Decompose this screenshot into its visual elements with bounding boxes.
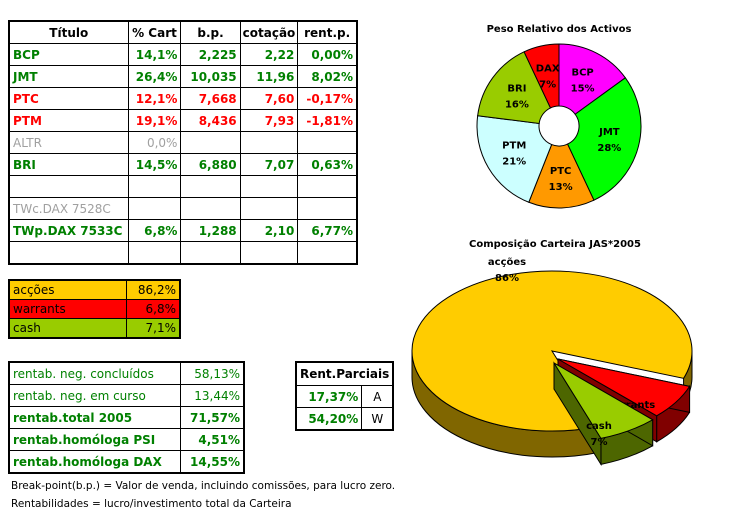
note-rentabilidades: Rentabilidades = lucro/investimento tota…	[11, 498, 292, 510]
partial-row: 17,37% A	[295, 385, 394, 408]
cell-titulo[interactable]: JMT	[8, 65, 129, 88]
returns-value[interactable]: 14,55%	[180, 450, 245, 474]
slice-category-label: BCP	[571, 68, 593, 79]
table-row: PTC 12,1% 7,668 7,60 -0,17%	[8, 87, 358, 110]
returns-row: rentab.homóloga DAX 14,55%	[8, 450, 245, 474]
doughnut-title: Peso Relativo dos Activos	[487, 24, 632, 35]
pie3d-slice-warrants	[557, 358, 691, 417]
allocation-value[interactable]: 7,1%	[126, 318, 181, 339]
slice-category-label: JMT	[598, 127, 620, 138]
cell-rent[interactable]: 0,00%	[297, 43, 358, 66]
allocation-value[interactable]: 86,2%	[126, 279, 181, 300]
doughnut-chart: BCP 15% JMT 28% PTC 13% PTM 21% BRI 16% DAX 7%	[476, 43, 642, 209]
slice-value-label: 21%	[502, 156, 526, 167]
slice-category-label: DAX	[536, 63, 560, 74]
returns-row: rentab. neg. concluídos 58,13%	[8, 361, 245, 385]
pie3d-title: Composição Carteira JAS*2005	[469, 239, 641, 250]
cell-cart[interactable]: 6,8%	[127, 219, 182, 242]
returns-row: rentab.total 2005 71,57%	[8, 406, 245, 429]
returns-label[interactable]: rentab. neg. em curso	[8, 384, 181, 407]
slice-value-label: 13%	[549, 182, 573, 193]
slice-value-label: 86%	[495, 273, 519, 284]
allocation-value[interactable]: 6,8%	[126, 299, 181, 319]
table-row: TWp.DAX 7533C 6,8% 1,288 2,10 6,77%	[8, 219, 358, 242]
slice-value-label: 28%	[597, 143, 621, 154]
slice-category-label: PTM	[502, 140, 526, 151]
returns-table: rentab. neg. concluídos 58,13% rentab. neg…	[8, 361, 245, 474]
allocation-row: warrants 6,8%	[8, 299, 181, 319]
cell-cotacao[interactable]: 7,07	[239, 153, 299, 176]
cell-rent[interactable]	[297, 241, 358, 265]
slice-value-label: 7%	[591, 437, 608, 448]
returns-label[interactable]: rentab. neg. concluídos	[8, 361, 181, 385]
partial-row: 54,20% W	[295, 407, 394, 431]
table-row	[8, 241, 358, 265]
table-row: BCP 14,1% 2,225 2,22 0,00%	[8, 43, 358, 66]
returns-value[interactable]: 4,51%	[180, 428, 245, 451]
cell-cotacao[interactable]: 11,96	[239, 65, 299, 88]
cell-bp[interactable]: 6,880	[180, 153, 241, 176]
slice-category-label: warrants	[605, 400, 655, 411]
cell-rent[interactable]: 8,02%	[297, 65, 358, 88]
table-row: JMT 26,4% 10,035 11,96 8,02%	[8, 65, 358, 88]
cell-cotacao[interactable]: 2,10	[239, 219, 299, 242]
note-breakpoint: Break-point(b.p.) = Valor de venda, incl…	[11, 480, 396, 492]
returns-label[interactable]: rentab.homóloga DAX	[8, 450, 181, 474]
pie3d-slice-cash	[553, 362, 654, 439]
returns-label[interactable]: rentab.total 2005	[8, 406, 181, 429]
allocation-row: cash 7,1%	[8, 318, 181, 339]
slice-category-label: cash	[586, 421, 612, 432]
pie3d-slice-acções	[411, 270, 693, 432]
partial-code[interactable]: A	[361, 385, 394, 408]
returns-row: rentab. neg. em curso 13,44%	[8, 384, 245, 407]
cell-bp[interactable]	[180, 241, 241, 265]
slice-category-label: PTC	[550, 166, 572, 177]
table-row: PTM 19,1% 8,436 7,93 -1,81%	[8, 109, 358, 132]
doughnut-slice-bcp	[558, 43, 627, 115]
cell-bp[interactable]: 10,035	[180, 65, 241, 88]
doughnut-slice-ptm	[476, 115, 553, 203]
cell-bp[interactable]: 8,436	[180, 109, 241, 132]
slice-value-label: 16%	[505, 99, 529, 110]
partial-returns-table: Rent.Parciais 17,37% A 54,20% W	[295, 361, 395, 431]
cell-rent[interactable]: 6,77%	[297, 219, 358, 242]
returns-row: rentab.homóloga PSI 4,51%	[8, 428, 245, 451]
doughnut-slice-jmt	[566, 77, 642, 201]
allocation-table: acções 86,2% warrants 6,8% cash 7,1%	[8, 279, 181, 339]
partial-title: Rent.Parciais	[295, 361, 394, 386]
column-header: b.p.	[180, 20, 241, 44]
cell-titulo[interactable]	[8, 241, 129, 265]
cell-bp[interactable]: 1,288	[180, 219, 241, 242]
holdings-table: Título% Cart b.p. cotação rent.p. BCP 14,1% 2…	[8, 20, 358, 265]
cell-titulo[interactable]: TWp.DAX 7533C	[8, 219, 129, 242]
slice-category-label: BRI	[507, 83, 526, 94]
table-row	[8, 175, 358, 198]
partial-code[interactable]: W	[361, 407, 394, 431]
slice-value-label: 15%	[571, 84, 595, 95]
slice-value-label: 7%	[539, 79, 556, 90]
partial-value[interactable]: 54,20%	[295, 407, 363, 431]
allocation-label[interactable]: acções	[8, 279, 127, 300]
returns-value[interactable]: 71,57%	[180, 406, 245, 429]
column-header: rent.p.	[297, 20, 358, 44]
slice-category-label: acções	[488, 257, 526, 268]
partial-value[interactable]: 17,37%	[295, 385, 363, 408]
cell-bp[interactable]: 2,225	[180, 43, 241, 66]
doughnut-slice-dax	[523, 43, 560, 109]
cell-rent[interactable]: -1,81%	[297, 109, 358, 132]
returns-value[interactable]: 13,44%	[180, 384, 245, 407]
allocation-label[interactable]: warrants	[8, 299, 127, 319]
returns-label[interactable]: rentab.homóloga PSI	[8, 428, 181, 451]
cell-rent[interactable]: 0,63%	[297, 153, 358, 176]
allocation-label[interactable]: cash	[8, 318, 127, 339]
column-header: % Cart	[127, 20, 182, 44]
allocation-row: acções 86,2%	[8, 279, 181, 300]
cell-bp[interactable]: 7,668	[180, 87, 241, 110]
table-row: BRI 14,5% 6,880 7,07 0,63%	[8, 153, 358, 176]
